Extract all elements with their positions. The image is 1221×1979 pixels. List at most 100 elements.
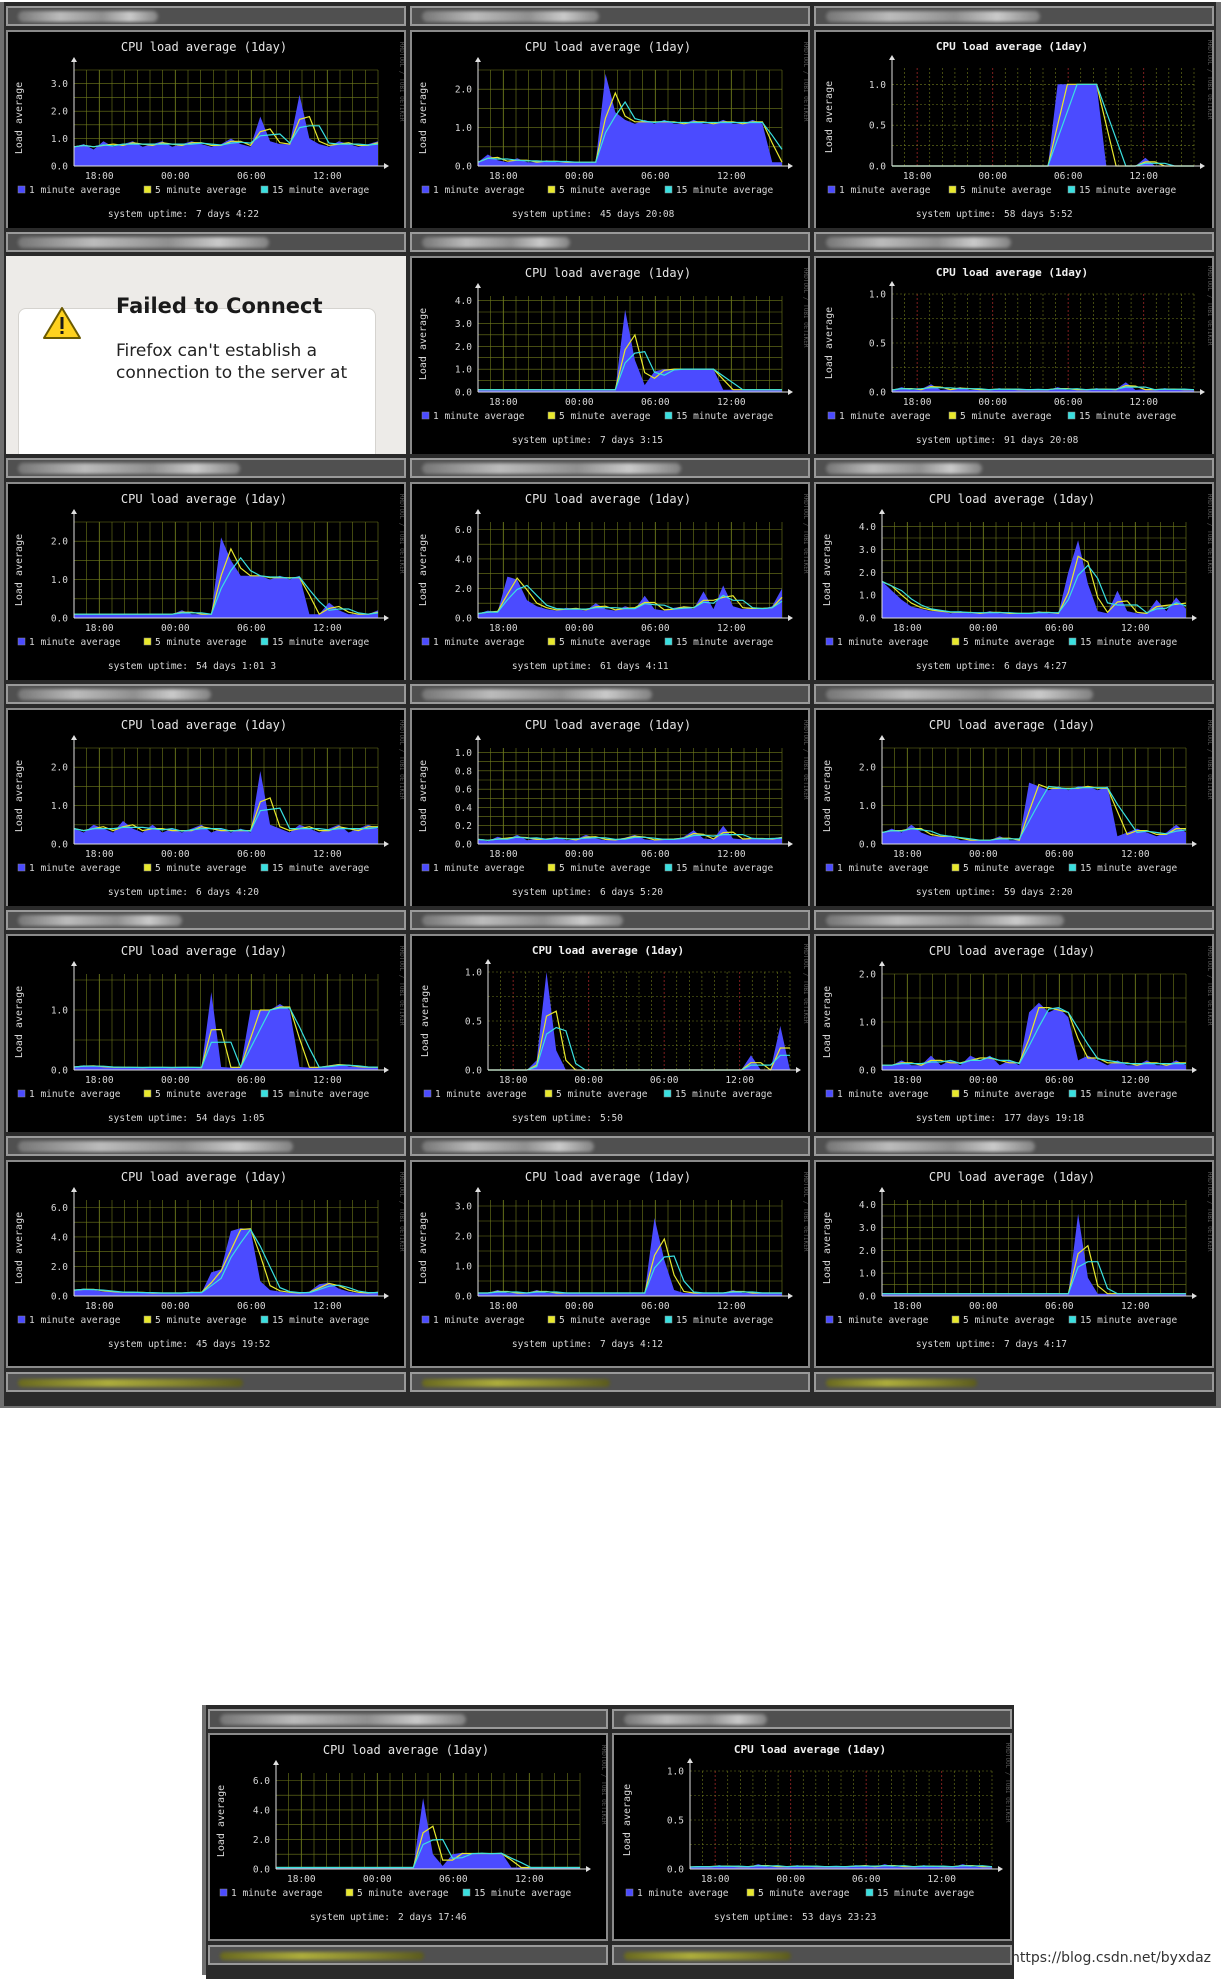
- y-tick-label: 0.0: [455, 388, 472, 399]
- panel-hostname-header[interactable]: [814, 6, 1214, 26]
- y-tick-label: 0.0: [253, 1865, 270, 1876]
- y-axis-label: Load average: [822, 534, 833, 606]
- error-page: Failed to Connect Firefox can't establish…: [6, 256, 406, 464]
- x-tick-label: 18:00: [85, 623, 114, 634]
- x-tick-label: 12:00: [313, 1301, 342, 1312]
- panel-hostname-header[interactable]: [410, 684, 810, 704]
- legend-swatch: [825, 1315, 834, 1324]
- panel-hostname-header[interactable]: [410, 458, 810, 478]
- chart-title: CPU load average (1day): [929, 492, 1095, 506]
- panel-footer-link[interactable]: [814, 1372, 1214, 1392]
- panel-footer-link[interactable]: [6, 1372, 406, 1392]
- y-axis-label: Load average: [420, 985, 431, 1057]
- x-tick-label: 06:00: [237, 849, 266, 860]
- legend-swatch: [345, 1888, 354, 1897]
- panel-hostname-header[interactable]: [410, 1136, 810, 1156]
- uptime-value: 54 days 1:05: [196, 1113, 265, 1124]
- legend-swatch: [664, 863, 673, 872]
- legend-swatch: [663, 1089, 672, 1098]
- legend-label: 1 minute average: [29, 1089, 121, 1100]
- redacted-hostname: [422, 1141, 594, 1152]
- panel-hostname-header[interactable]: [6, 910, 406, 930]
- x-axis-arrow-icon: [1192, 1067, 1197, 1073]
- x-axis-arrow-icon: [788, 389, 793, 395]
- uptime-value: 2 days 17:46: [398, 1912, 467, 1923]
- x-tick-label: 12:00: [1129, 397, 1158, 408]
- panel-hostname-header[interactable]: [814, 910, 1214, 930]
- panel-hostname-header[interactable]: [612, 1709, 1012, 1729]
- redacted-hostname: [826, 915, 1064, 926]
- panel-hostname-header[interactable]: [814, 458, 1214, 478]
- series-1-minute-area: [478, 309, 782, 392]
- x-tick-label: 06:00: [237, 1301, 266, 1312]
- legend-label: 1 minute average: [433, 1315, 525, 1326]
- y-tick-label: 1.0: [51, 801, 68, 812]
- x-axis-arrow-icon: [1200, 163, 1205, 169]
- legend-label: 5 minute average: [963, 637, 1055, 648]
- x-tick-label: 00:00: [574, 1075, 603, 1086]
- x-tick-label: 18:00: [85, 171, 114, 182]
- x-tick-label: 18:00: [489, 623, 518, 634]
- legend-swatch: [825, 637, 834, 646]
- y-tick-label: 1.0: [667, 1767, 684, 1778]
- panel-hostname-header[interactable]: [208, 1709, 608, 1729]
- y-tick-label: 2.0: [455, 584, 472, 595]
- panel-footer-link[interactable]: [410, 1372, 810, 1392]
- series-1-minute-area: [74, 537, 378, 618]
- legend-swatch: [1068, 863, 1077, 872]
- panel-hostname-header[interactable]: [814, 232, 1214, 252]
- panel-hostname-header[interactable]: [410, 910, 810, 930]
- uptime-value: 53 days 23:23: [802, 1912, 876, 1923]
- uptime-value: 45 days 20:08: [600, 209, 675, 220]
- legend-label: 5 minute average: [960, 185, 1052, 196]
- panel-hostname-header[interactable]: [814, 684, 1214, 704]
- rrdtool-watermark: RRDTOOL / TOBI OETIKER: [1206, 40, 1213, 120]
- x-tick-label: 00:00: [565, 397, 594, 408]
- panel-hostname-header[interactable]: [6, 458, 406, 478]
- uptime-value: 6 days 4:27: [1004, 661, 1067, 672]
- panel-footer-link[interactable]: [612, 1945, 1012, 1965]
- uptime-value: 91 days 20:08: [1004, 435, 1079, 446]
- x-tick-label: 12:00: [1129, 171, 1158, 182]
- y-tick-label: 4.0: [51, 1232, 68, 1243]
- cpu-load-chart: CPU load average (1day) Load average RRDTO…: [420, 944, 808, 1124]
- series-15-minute-line: [891, 386, 1195, 391]
- y-tick-label: 1.0: [859, 1269, 876, 1280]
- uptime-value: 6 days 4:20: [196, 887, 259, 898]
- y-tick-label: 1.0: [465, 968, 482, 979]
- panel-hostname-header[interactable]: [6, 684, 406, 704]
- y-tick-label: 1.0: [859, 801, 876, 812]
- panel-hostname-header[interactable]: [6, 232, 406, 252]
- y-tick-label: 1.0: [51, 1006, 68, 1017]
- panel-hostname-header[interactable]: [6, 1136, 406, 1156]
- x-axis-arrow-icon: [384, 1293, 389, 1299]
- legend-label: 1 minute average: [837, 863, 929, 874]
- legend-label: 1 minute average: [433, 411, 525, 422]
- y-axis-label: Load average: [14, 1212, 25, 1284]
- panel-footer-link[interactable]: [208, 1945, 608, 1965]
- panel-hostname-header[interactable]: [410, 232, 810, 252]
- y-tick-label: 2.0: [859, 970, 876, 981]
- panel-cell: CPU load average (1day) Load average RRDTO…: [4, 1132, 408, 1406]
- chart-title: CPU load average (1day): [121, 492, 287, 506]
- legend-label: 5 minute average: [758, 1888, 850, 1899]
- y-axis-arrow-icon: [879, 509, 885, 514]
- x-tick-label: 18:00: [903, 171, 932, 182]
- panel-hostname-header[interactable]: [410, 6, 810, 26]
- panel-cell: CPU load average (1day) Load average RRDTO…: [812, 1132, 1216, 1406]
- x-tick-label: 18:00: [85, 1075, 114, 1086]
- uptime-value: 58 days 5:52: [1004, 209, 1073, 220]
- x-tick-label: 18:00: [489, 849, 518, 860]
- series-1-minute-area: [478, 73, 782, 166]
- redacted-hostname: [422, 11, 599, 22]
- legend-label: 15 minute average: [676, 411, 774, 422]
- cpu-load-chart: CPU load average (1day) Load average RRDTO…: [824, 40, 1213, 220]
- uptime-label: system uptime:: [310, 1912, 390, 1923]
- cpu-load-graph: CPU load average (1day) Load average RRDTO…: [814, 708, 1214, 916]
- legend-label: 5 minute average: [559, 863, 651, 874]
- y-tick-label: 1.0: [51, 575, 68, 586]
- panel-hostname-header[interactable]: [6, 6, 406, 26]
- panel-hostname-header[interactable]: [814, 1136, 1214, 1156]
- rrdtool-watermark: RRDTOOL / TOBI OETIKER: [802, 494, 809, 574]
- cpu-load-graph: CPU load average (1day) Load average RRDTO…: [410, 256, 810, 464]
